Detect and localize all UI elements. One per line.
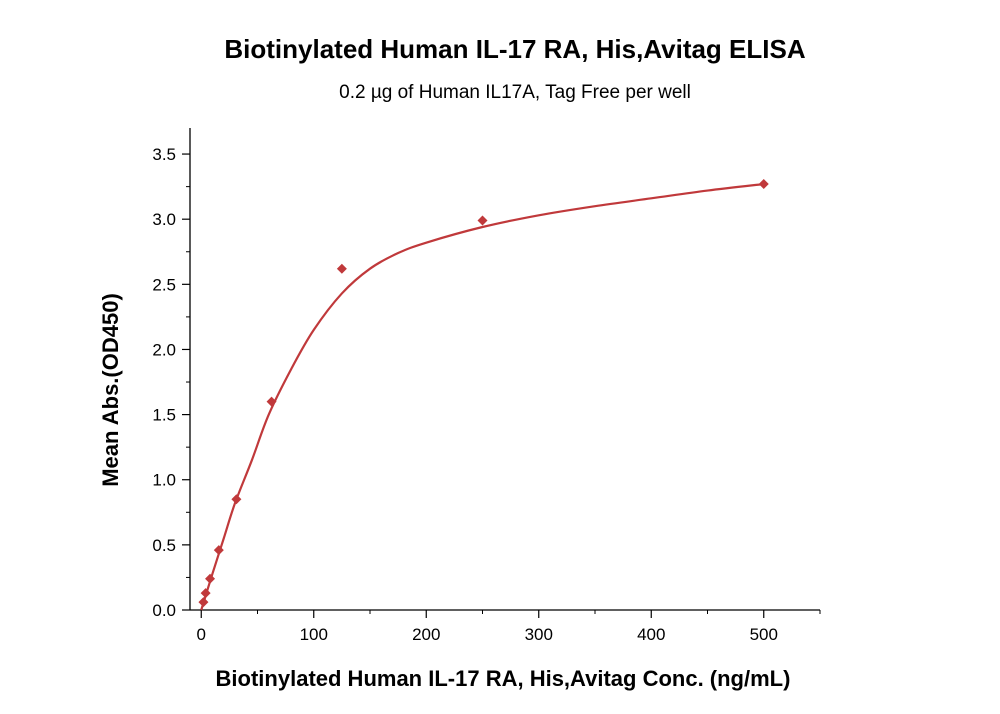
x-tick-label: 500 — [750, 625, 778, 644]
data-point — [336, 263, 347, 274]
x-axis-title: Biotinylated Human IL-17 RA, His,Avitag … — [216, 666, 791, 691]
chart-subtitle: 0.2 µg of Human IL17A, Tag Free per well — [339, 82, 691, 103]
x-tick-label: 100 — [300, 625, 328, 644]
data-points-group — [198, 179, 769, 608]
data-point — [198, 597, 209, 608]
y-tick-label: 3.0 — [152, 210, 176, 229]
x-tick-label: 200 — [412, 625, 440, 644]
y-tick-label: 0.5 — [152, 536, 176, 555]
data-point — [477, 215, 488, 226]
chart-title: Biotinylated Human IL-17 RA, His,Avitag … — [224, 34, 806, 64]
data-point — [266, 396, 277, 407]
fit-curve — [200, 182, 764, 611]
x-tick-label: 300 — [525, 625, 553, 644]
data-point — [200, 588, 211, 599]
fit-curve-group — [200, 182, 764, 611]
y-axis-title: Mean Abs.(OD450) — [98, 293, 123, 487]
data-point — [231, 494, 242, 505]
y-tick-label: 3.5 — [152, 145, 176, 164]
data-point — [205, 573, 216, 584]
y-tick-label: 2.5 — [152, 275, 176, 294]
axes — [189, 128, 820, 611]
data-point — [213, 545, 224, 556]
data-point — [758, 179, 769, 190]
x-tick-label: 0 — [197, 625, 206, 644]
y-tick-label: 0.0 — [152, 601, 176, 620]
y-tick-label: 1.5 — [152, 406, 176, 425]
y-tick-label: 2.0 — [152, 340, 176, 359]
y-tick-label: 1.0 — [152, 471, 176, 490]
ticks: 0.0 0.5 1.0 1.5 2.0 2.5 3.0 3.5 0 100 200 300 400 500 — [152, 145, 821, 644]
x-tick-label: 400 — [637, 625, 665, 644]
